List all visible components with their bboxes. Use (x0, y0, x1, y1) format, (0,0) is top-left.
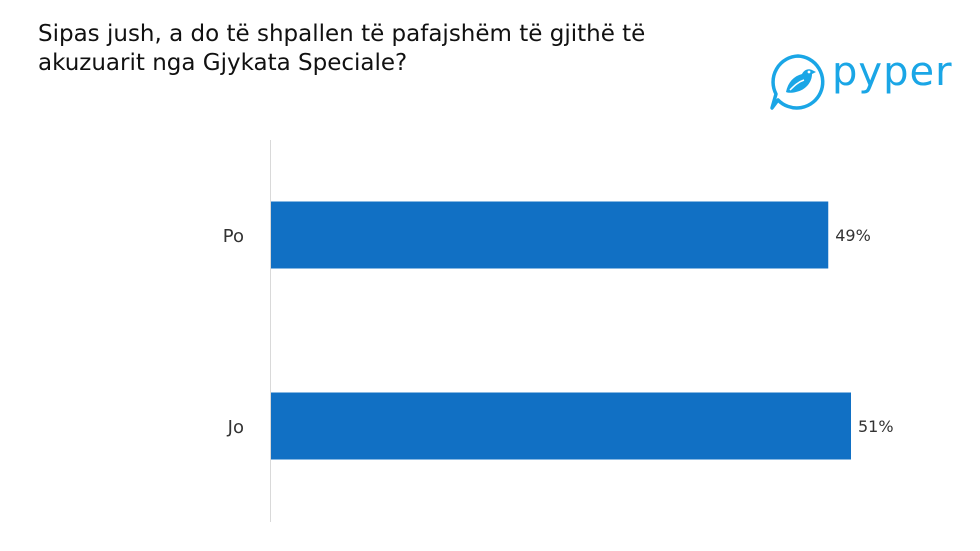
value-label-jo: 51% (858, 417, 894, 436)
category-label-po: Po (223, 226, 244, 247)
pyper-logo: pyper (768, 49, 968, 114)
logo-text: pyper (832, 49, 953, 95)
value-label-po: 49% (835, 226, 871, 245)
bar-jo (271, 392, 851, 460)
chart-title-line-1: Sipas jush, a do të shpallen të pafajshë… (38, 21, 646, 47)
bar-po (271, 201, 829, 269)
chart-title: Sipas jush, a do të shpallen të pafajshë… (38, 20, 738, 78)
bird-icon (770, 54, 825, 110)
category-label-jo: Jo (227, 417, 244, 438)
chart-title-line-2: akuzuarit nga Gjykata Speciale? (38, 50, 408, 76)
